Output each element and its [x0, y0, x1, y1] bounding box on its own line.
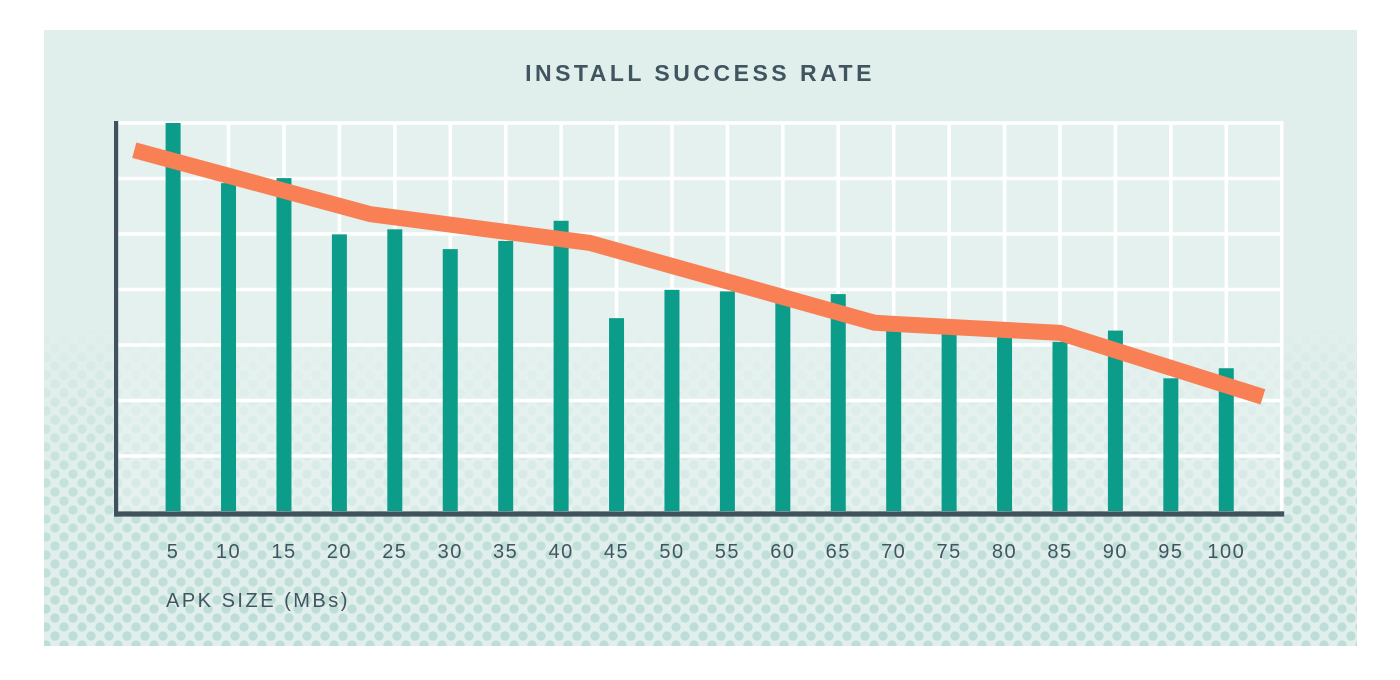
x-tick-label: 55	[714, 541, 741, 563]
bar	[1218, 368, 1234, 511]
x-tick-label: 85	[1047, 541, 1073, 563]
x-tick-label: 35	[493, 541, 519, 563]
x-tick-label: 30	[437, 541, 463, 563]
x-axis-title: APK SIZE (MBs)	[166, 590, 350, 612]
x-tick-label: 70	[881, 541, 907, 563]
bar	[941, 328, 957, 511]
bar	[997, 331, 1013, 511]
chart-title: INSTALL SUCCESS RATE	[525, 60, 875, 86]
x-tick-label: 40	[548, 541, 574, 563]
bar	[221, 183, 237, 511]
x-tick-label: 100	[1207, 541, 1246, 563]
x-tick-label: 5	[166, 541, 180, 563]
bar	[1107, 330, 1123, 511]
x-tick-label: 95	[1158, 541, 1184, 563]
bar	[276, 178, 292, 511]
x-tick-label: 90	[1102, 541, 1129, 563]
bar	[664, 289, 680, 511]
x-tick-label: 25	[382, 541, 408, 563]
x-tick-label: 75	[936, 541, 962, 563]
x-tick-label: 20	[326, 541, 352, 563]
bar	[387, 229, 403, 511]
y-axis-line	[114, 121, 119, 517]
x-tick-label: 80	[991, 541, 1018, 563]
grid-area	[117, 123, 1282, 511]
bar	[442, 249, 458, 511]
bar	[553, 220, 569, 511]
bar	[1163, 378, 1179, 511]
bar	[775, 301, 791, 511]
bar	[331, 234, 347, 511]
bar	[830, 294, 846, 511]
trend-line	[132, 142, 1266, 405]
x-tick-label: 65	[825, 541, 851, 563]
bar	[609, 318, 625, 511]
bar	[886, 322, 902, 511]
x-tick-label: 15	[271, 541, 297, 563]
x-tick-label: 10	[215, 541, 242, 563]
x-axis-line	[114, 511, 1285, 517]
bar	[165, 123, 181, 511]
bar	[719, 291, 735, 511]
x-tick-label: 60	[770, 541, 796, 563]
x-tick-label: 45	[603, 541, 630, 563]
bar	[498, 240, 514, 511]
x-tick-label: 50	[659, 541, 685, 563]
bar	[1052, 341, 1068, 511]
